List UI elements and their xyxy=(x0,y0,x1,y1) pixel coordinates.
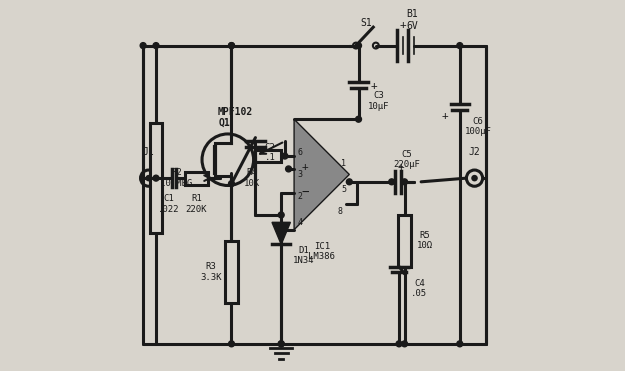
Text: D1
1N34: D1 1N34 xyxy=(292,246,314,265)
Circle shape xyxy=(457,341,462,347)
Text: +: + xyxy=(398,162,404,172)
Bar xyxy=(398,215,411,266)
Text: J1: J1 xyxy=(142,147,154,157)
Text: J2: J2 xyxy=(469,147,481,157)
Circle shape xyxy=(282,153,288,159)
Circle shape xyxy=(278,341,284,347)
Text: S1: S1 xyxy=(360,19,372,29)
Text: +: + xyxy=(302,162,309,172)
Circle shape xyxy=(356,43,361,49)
Text: R5
10Ω: R5 10Ω xyxy=(417,231,433,250)
Text: C5
220μF: C5 220μF xyxy=(393,150,420,170)
Circle shape xyxy=(402,179,408,185)
Text: C6
100μF: C6 100μF xyxy=(465,117,492,136)
Circle shape xyxy=(389,179,394,185)
Circle shape xyxy=(346,179,352,185)
Text: +: + xyxy=(399,20,406,30)
Text: 1: 1 xyxy=(341,159,346,168)
Circle shape xyxy=(356,116,361,122)
Text: C1
.022: C1 .022 xyxy=(158,194,179,214)
Text: 8: 8 xyxy=(338,207,342,216)
Bar xyxy=(186,172,208,185)
Text: C3
10μF: C3 10μF xyxy=(368,91,389,111)
Text: C2
.1: C2 .1 xyxy=(265,143,276,162)
Text: 6: 6 xyxy=(297,148,302,157)
Circle shape xyxy=(229,341,234,347)
Text: 2: 2 xyxy=(297,192,302,201)
Circle shape xyxy=(402,341,408,347)
Circle shape xyxy=(146,175,151,181)
Circle shape xyxy=(153,43,159,49)
Circle shape xyxy=(472,175,477,181)
Circle shape xyxy=(278,212,284,218)
Text: C4
.05: C4 .05 xyxy=(411,279,428,298)
Text: Q1: Q1 xyxy=(218,118,230,128)
Circle shape xyxy=(286,166,291,172)
Polygon shape xyxy=(272,222,291,244)
Polygon shape xyxy=(294,119,349,230)
Text: MPF102: MPF102 xyxy=(217,107,252,117)
Text: 5: 5 xyxy=(341,185,346,194)
Circle shape xyxy=(153,175,159,181)
Text: 4: 4 xyxy=(297,218,302,227)
Bar xyxy=(225,241,238,303)
Text: R1
220K: R1 220K xyxy=(186,194,208,214)
Text: R2
10 MEG: R2 10 MEG xyxy=(160,168,192,188)
Text: B1
6V: B1 6V xyxy=(406,9,418,30)
Text: +: + xyxy=(371,81,378,91)
Circle shape xyxy=(229,43,234,49)
Text: 3: 3 xyxy=(297,170,302,179)
Text: +: + xyxy=(442,111,448,121)
Circle shape xyxy=(229,181,234,187)
Circle shape xyxy=(457,43,462,49)
Text: IC1
LM386: IC1 LM386 xyxy=(308,242,335,262)
Bar xyxy=(256,150,281,162)
Circle shape xyxy=(229,43,234,49)
Bar xyxy=(149,123,162,233)
Text: R4
10K: R4 10K xyxy=(244,168,260,188)
Circle shape xyxy=(140,43,146,49)
Circle shape xyxy=(278,341,284,347)
Text: −: − xyxy=(301,186,309,199)
Circle shape xyxy=(396,341,402,347)
Text: R3
3.3K: R3 3.3K xyxy=(201,262,222,282)
